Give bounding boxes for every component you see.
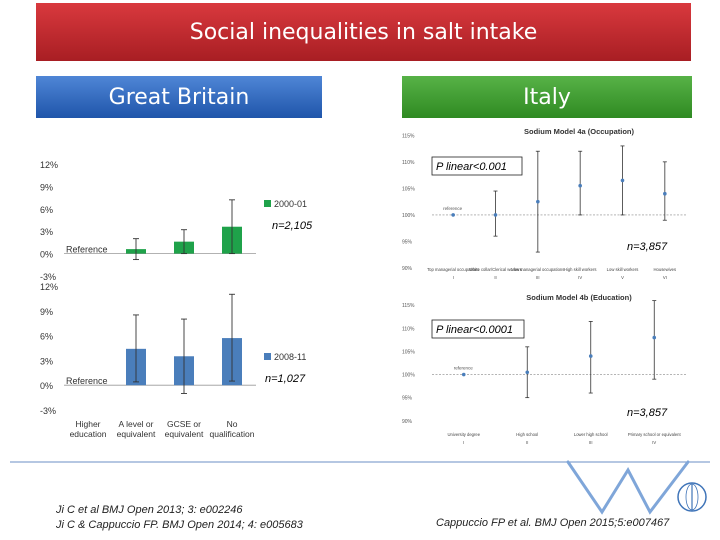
italy-bottom-sample-size: n=3,857 xyxy=(627,407,668,419)
gb-category-label: Higher xyxy=(75,419,100,429)
italy-point xyxy=(588,354,593,358)
italy-category-code: II xyxy=(494,275,496,280)
italy-chart-title: Sodium Model 4a (Occupation) xyxy=(524,127,635,136)
italy-top-panel xyxy=(398,124,688,284)
gb-ytick-label: 6% xyxy=(40,205,53,215)
gb-ytick-label: 6% xyxy=(40,332,53,342)
italy-point xyxy=(578,183,582,188)
gb-ytick-label: -3% xyxy=(40,272,56,282)
italy-ytick-label: 105% xyxy=(402,186,415,192)
italy-category-code: I xyxy=(453,275,454,280)
italy-top-sample-size: n=3,857 xyxy=(627,241,668,253)
gb-ytick-label: 9% xyxy=(40,182,53,192)
italy-label: Italy xyxy=(523,84,571,110)
italy-ytick-label: 90% xyxy=(402,266,413,272)
italy-banner: Italy xyxy=(402,76,692,118)
italy-category-code: IV xyxy=(652,440,656,445)
italy-ytick-label: 115% xyxy=(402,303,415,309)
gb-category-label: equivalent xyxy=(165,429,204,439)
italy-top-chart: Sodium Model 4a (Occupation) 115% 110% 105%… xyxy=(402,127,686,280)
gb-ytick-label: 0% xyxy=(40,381,53,391)
title-banner: Social inequalities in salt intake xyxy=(36,3,691,61)
italy-ytick-label: 90% xyxy=(402,419,413,425)
italy-point xyxy=(536,199,540,204)
great-britain-label: Great Britain xyxy=(108,84,250,110)
italy-category-code: VI xyxy=(663,275,667,280)
italy-top-p-box xyxy=(431,156,523,176)
citation-left-1: Ji C et al BMJ Open 2013; 3: e002246 xyxy=(56,504,243,516)
gb-bottom-sample-size: n=1,027 xyxy=(265,373,306,385)
italy-point-label: reference xyxy=(454,366,474,371)
italy-ytick-label: 100% xyxy=(402,373,415,379)
citation-left-2: Ji C & Cappuccio FP. BMJ Open 2014; 4: e… xyxy=(56,519,303,531)
gb-ytick-label: 0% xyxy=(40,250,53,260)
gb-category-label: No xyxy=(227,419,238,429)
italy-point xyxy=(663,191,667,196)
italy-category-label: Low skill workers xyxy=(607,267,639,272)
italy-category-label: Top managerial occupations xyxy=(427,267,479,272)
page-title: Social inequalities in salt intake xyxy=(189,19,538,45)
italy-point xyxy=(652,335,657,340)
italy-ytick-label: 95% xyxy=(402,239,413,245)
italy-ytick-label: 115% xyxy=(402,133,415,139)
gb-reference-label: Reference xyxy=(66,376,108,386)
gb-bottom-chart: 12% 9% 6% 3% 0% -3% Reference 2008-11 Highereduc… xyxy=(40,282,306,439)
who-emblem-icon xyxy=(677,482,707,512)
italy-category-code: II xyxy=(526,440,528,445)
italy-point xyxy=(451,213,455,217)
gb-category-label: GCSE or xyxy=(167,419,201,429)
italy-top-p-value: P linear<0.001 xyxy=(436,161,507,173)
italy-bottom-p-value: P linear<0.0001 xyxy=(436,324,513,336)
italy-category-label: Low managerial occupations xyxy=(511,267,564,272)
italy-category-label: White collar/Clerical workers xyxy=(469,267,522,272)
footer-wave-icon xyxy=(566,460,690,515)
gb-ytick-label: 3% xyxy=(40,227,53,237)
gb-top-chart: 12% 9% 6% 3% 0% -3% Reference 2000-01 xyxy=(40,160,307,282)
great-britain-banner: Great Britain xyxy=(36,76,322,118)
italy-category-code: V xyxy=(621,275,624,280)
italy-ytick-label: 110% xyxy=(402,326,415,332)
italy-bottom-p-box xyxy=(431,319,525,339)
italy-point xyxy=(461,372,466,377)
gb-category-label: qualification xyxy=(210,429,255,439)
gb-top-sample-size: n=2,105 xyxy=(272,220,313,232)
italy-point xyxy=(493,213,498,217)
gb-category-label: equivalent xyxy=(117,429,156,439)
gb-legend-swatch xyxy=(264,353,271,360)
italy-ytick-label: 95% xyxy=(402,396,413,402)
gb-legend-swatch xyxy=(264,200,271,207)
italy-category-code: III xyxy=(536,275,540,280)
italy-category-code: IV xyxy=(578,275,582,280)
italy-ytick-label: 110% xyxy=(402,160,415,166)
italy-bottom-panel xyxy=(398,290,688,450)
italy-category-label: Lower high school xyxy=(574,432,608,437)
italy-category-label: Primary school or equivalent xyxy=(628,432,682,437)
gb-legend-label: 2008-11 xyxy=(274,352,306,362)
italy-category-label: High school xyxy=(516,432,538,437)
italy-category-label: University degree xyxy=(447,432,480,437)
italy-point-label: reference xyxy=(443,206,463,211)
italy-ytick-label: 105% xyxy=(402,349,415,355)
italy-ytick-label: 100% xyxy=(402,213,415,219)
gb-ytick-label: -3% xyxy=(40,406,56,416)
italy-category-label: High skill workers xyxy=(564,267,597,272)
italy-category-code: I xyxy=(463,440,464,445)
gb-reference-label: Reference xyxy=(66,245,108,255)
citation-right: Cappuccio FP et al. BMJ Open 2015;5:e007… xyxy=(436,517,670,529)
italy-bottom-chart: Sodium Model 4b (Education) 115% 110% 105% 1… xyxy=(402,293,686,445)
gb-legend-label: 2000-01 xyxy=(274,199,307,209)
italy-category-code: III xyxy=(589,440,593,445)
gb-ytick-label: 9% xyxy=(40,307,53,317)
gb-ytick-label: 12% xyxy=(40,160,58,170)
italy-chart-title: Sodium Model 4b (Education) xyxy=(526,293,632,302)
italy-category-label: Housewives xyxy=(654,267,677,272)
gb-category-label: A level or xyxy=(119,419,154,429)
gb-category-label: education xyxy=(70,429,107,439)
italy-point xyxy=(525,370,530,375)
gb-ytick-label: 3% xyxy=(40,356,53,366)
italy-point xyxy=(620,178,625,183)
gb-ytick-label: 12% xyxy=(40,282,58,292)
